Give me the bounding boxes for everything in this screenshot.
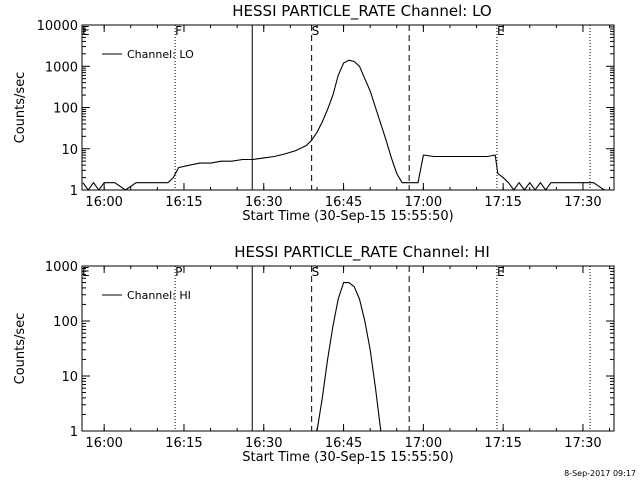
x-tick-label: 16:45 bbox=[325, 195, 362, 210]
marker-label: E bbox=[497, 24, 505, 38]
plot-frame bbox=[81, 265, 615, 432]
x-tick-label: 16:00 bbox=[85, 436, 122, 451]
x-tick-label: 16:15 bbox=[165, 195, 202, 210]
marker-label: F bbox=[175, 24, 182, 38]
x-tick-label: 17:15 bbox=[484, 436, 521, 451]
chart-title: HESSI PARTICLE_RATE Channel: HI bbox=[234, 243, 490, 262]
y-tick-label: 10 bbox=[61, 143, 78, 158]
y-tick-label: 1 bbox=[70, 425, 78, 440]
marker-label: P bbox=[175, 265, 182, 279]
series-line bbox=[316, 282, 382, 432]
y-tick-label: 1000 bbox=[45, 60, 78, 75]
x-tick-label: 17:30 bbox=[564, 195, 601, 210]
y-axis-label: Counts/sec bbox=[13, 313, 28, 385]
marker-label: S bbox=[312, 24, 320, 38]
y-tick-label: 100 bbox=[53, 102, 78, 117]
legend-label: Channel: HI bbox=[127, 289, 191, 302]
x-tick-label: 17:00 bbox=[405, 195, 442, 210]
x-axis-label: Start Time (30-Sep-15 15:55:50) bbox=[242, 209, 453, 224]
y-tick-label: 100 bbox=[53, 315, 78, 330]
x-tick-label: 17:00 bbox=[405, 436, 442, 451]
marker-label: E bbox=[82, 265, 90, 279]
x-tick-label: 16:15 bbox=[165, 436, 202, 451]
date-stamp: 8-Sep-2017 09:17 bbox=[564, 469, 636, 478]
marker-label: E bbox=[497, 265, 505, 279]
x-axis-label: Start Time (30-Sep-15 15:55:50) bbox=[242, 450, 453, 465]
y-tick-label: 10000 bbox=[37, 19, 78, 34]
marker-label: S bbox=[312, 265, 320, 279]
x-tick-label: 17:15 bbox=[484, 195, 521, 210]
chart-title: HESSI PARTICLE_RATE Channel: LO bbox=[232, 2, 491, 21]
x-tick-label: 16:00 bbox=[85, 195, 122, 210]
series-line bbox=[82, 59, 613, 191]
y-axis-label: Counts/sec bbox=[13, 72, 28, 144]
lo-channel-panel: HESSI PARTICLE_RATE Channel: LOE F S E16:00… bbox=[13, 2, 615, 224]
x-tick-label: 17:30 bbox=[564, 436, 601, 451]
x-tick-label: 16:30 bbox=[245, 436, 282, 451]
x-tick-label: 16:30 bbox=[245, 195, 282, 210]
y-tick-label: 1000 bbox=[45, 260, 78, 275]
hi-channel-panel: HESSI PARTICLE_RATE Channel: HI E P S E 16:00… bbox=[13, 243, 615, 465]
legend-label: Channel: LO bbox=[127, 48, 194, 61]
x-tick-label: 16:45 bbox=[325, 436, 362, 451]
y-tick-label: 1 bbox=[70, 184, 78, 199]
y-tick-label: 10 bbox=[61, 370, 78, 385]
